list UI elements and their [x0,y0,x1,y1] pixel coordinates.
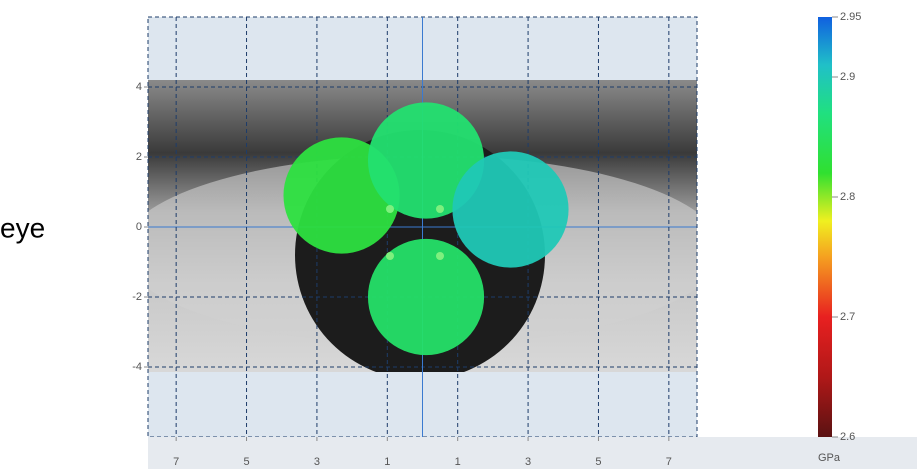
colorbar-tick-label: 2.7 [840,311,855,323]
marker-dot [436,205,444,213]
point [367,238,485,356]
x-tick-label: 7 [666,456,672,468]
colorbar [818,17,832,437]
x-tick-label: 7 [173,456,179,468]
y-tick-label: -2 [132,291,142,303]
colorbar-tick-label: 2.95 [840,11,861,23]
colorbar-label: GPa [818,452,841,464]
x-tick-label: 5 [243,456,249,468]
y-tick-label: 2 [136,151,142,163]
marker-dot [436,252,444,260]
point [452,151,569,268]
colorbar-tick-label: 2.8 [840,191,855,203]
colorbar-tick-label: 2.9 [840,71,855,83]
x-tick-label: 3 [314,456,320,468]
x-tick-label: 3 [525,456,531,468]
x-tick-label: 5 [595,456,601,468]
y-tick-label: -4 [132,361,142,373]
colorbar-tick-label: 2.6 [840,431,855,443]
y-tick-label: 4 [136,81,142,93]
point [367,102,485,219]
x-tick-label: 1 [384,456,390,468]
marker-dot [386,252,394,260]
y-tick-label: 0 [136,221,142,233]
bottom-bar [148,437,917,469]
side-text: eye [0,212,45,243]
marker-dot [386,205,394,213]
x-tick-label: 1 [455,456,461,468]
